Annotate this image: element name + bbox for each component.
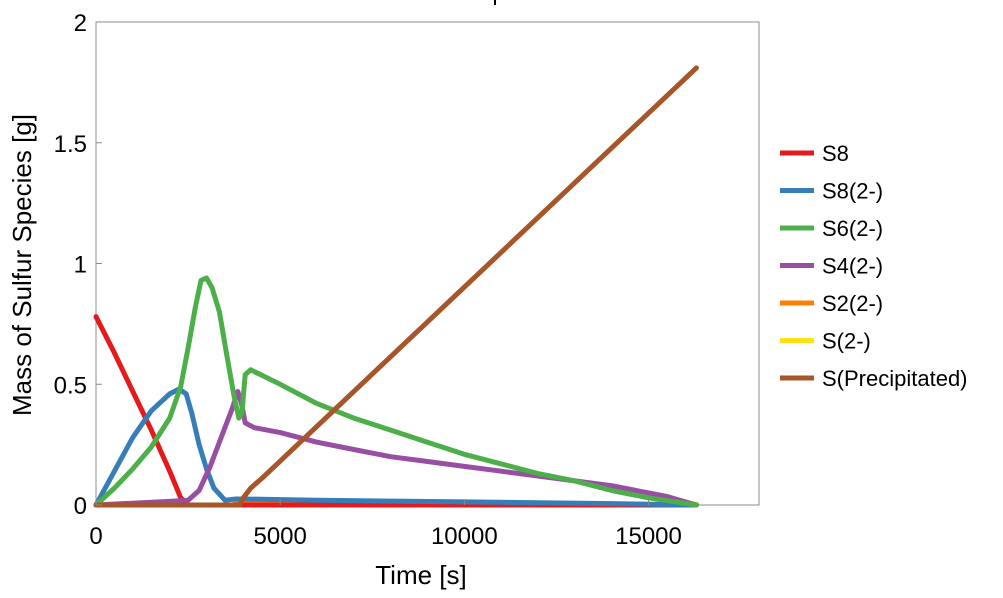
y-ticks: 0 0.5 1 1.5 2 [54,10,102,520]
y-tick-label: 1.5 [54,131,87,158]
x-tick-label: 5000 [253,523,306,550]
legend: S8 S8(2-) S6(2-) S4(2-) S2(2-) S(2-) S(Precipi… [780,141,968,391]
y-tick-label: 0 [74,493,87,520]
x-tick-label: 10000 [431,523,498,550]
x-tick-label: 0 [89,523,102,550]
y-axis-label: Mass of Sulfur Species [g] [7,114,37,416]
legend-label: S8(2-) [822,179,883,204]
x-axis-label: Time [s] [375,560,466,590]
series-line-s-precipitated [93,65,699,508]
y-tick-label: 2 [74,10,87,37]
y-tick-label: 1 [74,252,87,279]
legend-label: S6(2-) [822,216,883,241]
legend-label: S8 [822,141,849,166]
series-layer [93,65,699,508]
legend-label: S2(2-) [822,291,883,316]
series-line-s6-2 [93,275,699,508]
x-tick-label: 15000 [615,523,682,550]
legend-label: S(Precipitated) [822,366,968,391]
legend-label: S(2-) [822,329,871,354]
series-line-s8 [93,314,699,508]
x-ticks: 0 5000 10000 15000 [89,499,682,550]
legend-label: S4(2-) [822,254,883,279]
series-line-s8-2 [93,386,699,508]
y-tick-label: 0.5 [54,372,87,399]
